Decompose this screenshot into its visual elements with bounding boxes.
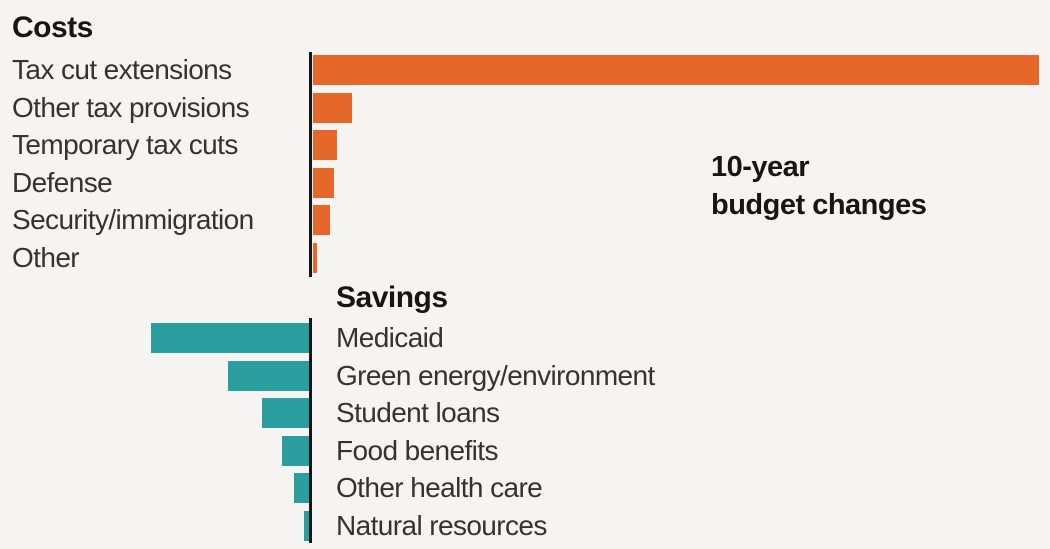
chart-title: 10-year budget changes xyxy=(711,148,927,224)
savings-bar xyxy=(262,398,309,428)
savings-category-label: Natural resources xyxy=(336,509,547,541)
cost-category-label: Other tax provisions xyxy=(12,91,250,123)
cost-bar xyxy=(313,167,334,198)
cost-bar xyxy=(313,55,1039,85)
cost-bar xyxy=(313,130,337,160)
chart-title-line2: budget changes xyxy=(711,189,927,221)
cost-category-label: Temporary tax cuts xyxy=(12,129,238,160)
savings-bar xyxy=(228,360,309,391)
cost-category-label: Other xyxy=(12,241,80,273)
cost-bar xyxy=(313,242,317,273)
costs-axis-line xyxy=(309,52,312,277)
cost-bar xyxy=(313,92,352,123)
savings-bar xyxy=(294,473,309,503)
cost-category-label: Tax cut extensions xyxy=(12,54,232,85)
chart-title-line1: 10-year xyxy=(711,151,810,183)
savings-category-label: Green energy/environment xyxy=(336,359,655,391)
savings-category-label: Other health care xyxy=(336,472,543,503)
savings-category-label: Student loans xyxy=(336,397,500,428)
savings-category-label: Medicaid xyxy=(336,322,444,353)
savings-section-heading: Savings xyxy=(336,281,448,314)
savings-category-label: Food benefits xyxy=(336,434,498,466)
costs-section-heading: Costs xyxy=(12,11,93,44)
cost-bar xyxy=(313,205,330,235)
savings-bar xyxy=(282,435,309,466)
savings-bar xyxy=(151,323,309,353)
savings-bar xyxy=(304,510,309,541)
savings-axis-line xyxy=(309,318,312,543)
cost-category-label: Security/immigration xyxy=(12,204,254,235)
cost-category-label: Defense xyxy=(12,166,113,198)
